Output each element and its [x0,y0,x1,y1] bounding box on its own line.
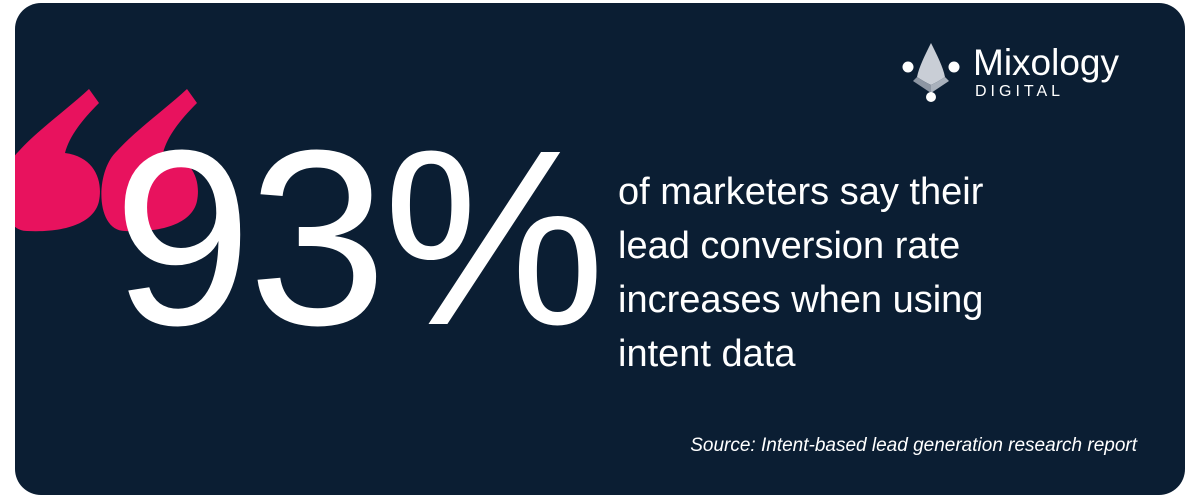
stat-line: of marketers say their [618,171,984,213]
quote-mark-icon [15,89,198,232]
source-note: Source: Intent-based lead generation res… [690,435,1137,456]
stat-line: lead conversion rate [618,225,961,267]
stat-description: of marketers say their lead conversion r… [618,165,1138,381]
stat-line: intent data [618,333,796,375]
stat-line: increases when using [618,279,984,321]
stat-card: 93% of marketers say their lead conversi… [15,3,1185,495]
brand-logo: Mixology DIGITAL [901,41,1161,105]
logo-subtitle: DIGITAL [975,83,1065,100]
mixology-logo-icon [902,43,960,102]
stat-value: 93% [113,98,605,377]
logo-name: Mixology [973,42,1119,83]
